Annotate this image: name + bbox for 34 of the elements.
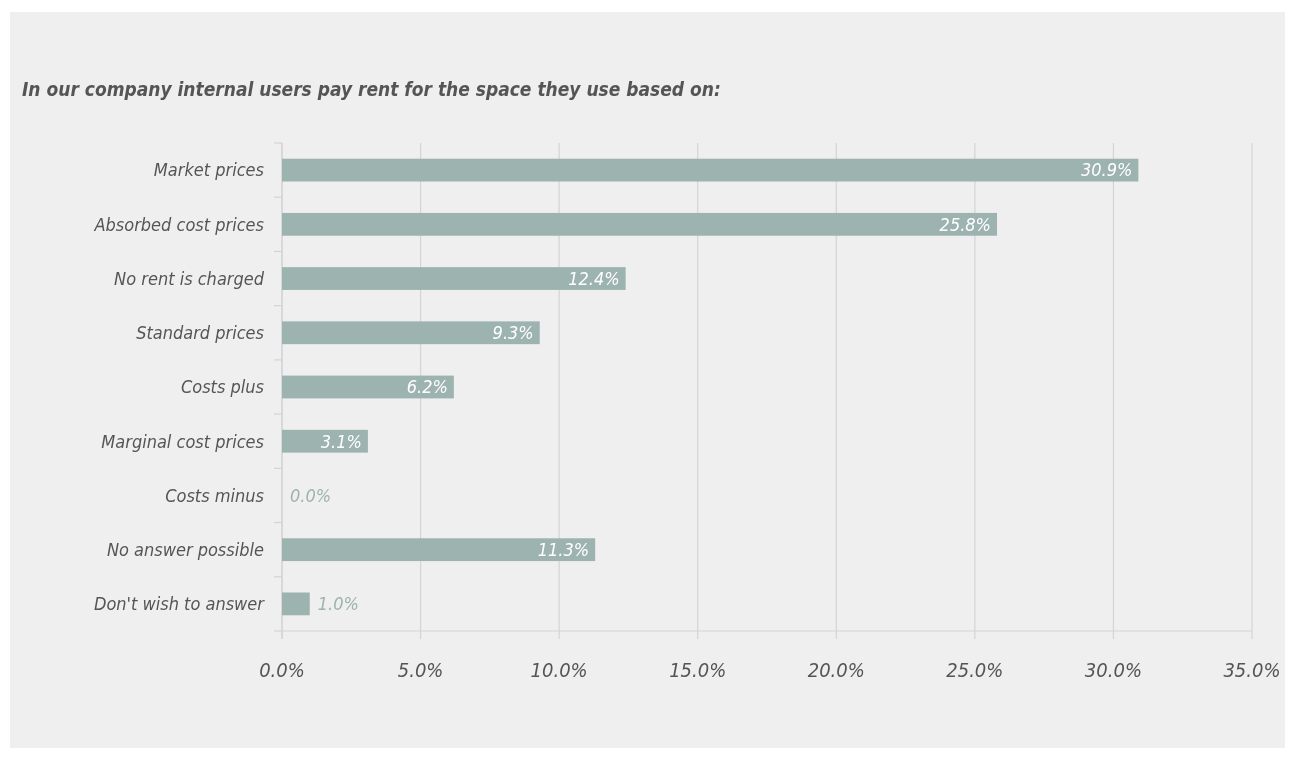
data-label: 25.8% [939, 213, 992, 235]
data-label: 0.0% [290, 484, 332, 506]
y-tick-label: Absorbed cost prices [93, 213, 265, 235]
x-tick-label: 20.0% [807, 658, 865, 682]
y-tick-label: Standard prices [136, 322, 265, 344]
data-label: 6.2% [406, 376, 448, 398]
x-tick-label: 15.0% [669, 658, 727, 682]
data-label: 11.3% [537, 538, 590, 560]
x-tick-label: 25.0% [946, 658, 1004, 682]
bar [282, 158, 1139, 182]
y-tick-label: Don't wish to answer [93, 593, 266, 615]
bar [282, 538, 596, 562]
chart-title: In our company internal users pay rent for the space they use based on: [22, 78, 721, 100]
x-tick-label: 30.0% [1084, 658, 1143, 682]
y-tick-label: Market prices [153, 159, 265, 181]
data-label: 3.1% [320, 430, 362, 452]
x-tick-label: 0.0% [259, 658, 305, 682]
bar [282, 212, 998, 236]
x-tick-label: 35.0% [1223, 658, 1281, 682]
y-tick-label: No rent is charged [114, 267, 265, 289]
bar [282, 321, 540, 345]
y-tick-label: No answer possible [106, 538, 265, 560]
y-tick-label: Marginal cost prices [101, 430, 265, 452]
data-label: 30.9% [1080, 159, 1133, 181]
y-tick-label: Costs minus [165, 484, 265, 506]
bar [282, 592, 310, 616]
bar [282, 267, 626, 290]
y-tick-label: Costs plus [180, 376, 265, 398]
data-label: 1.0% [317, 593, 359, 615]
x-tick-label: 10.0% [530, 658, 588, 682]
x-tick-label: 5.0% [397, 658, 444, 682]
data-label: 9.3% [492, 322, 534, 344]
data-label: 12.4% [568, 267, 620, 289]
bar [282, 375, 454, 399]
